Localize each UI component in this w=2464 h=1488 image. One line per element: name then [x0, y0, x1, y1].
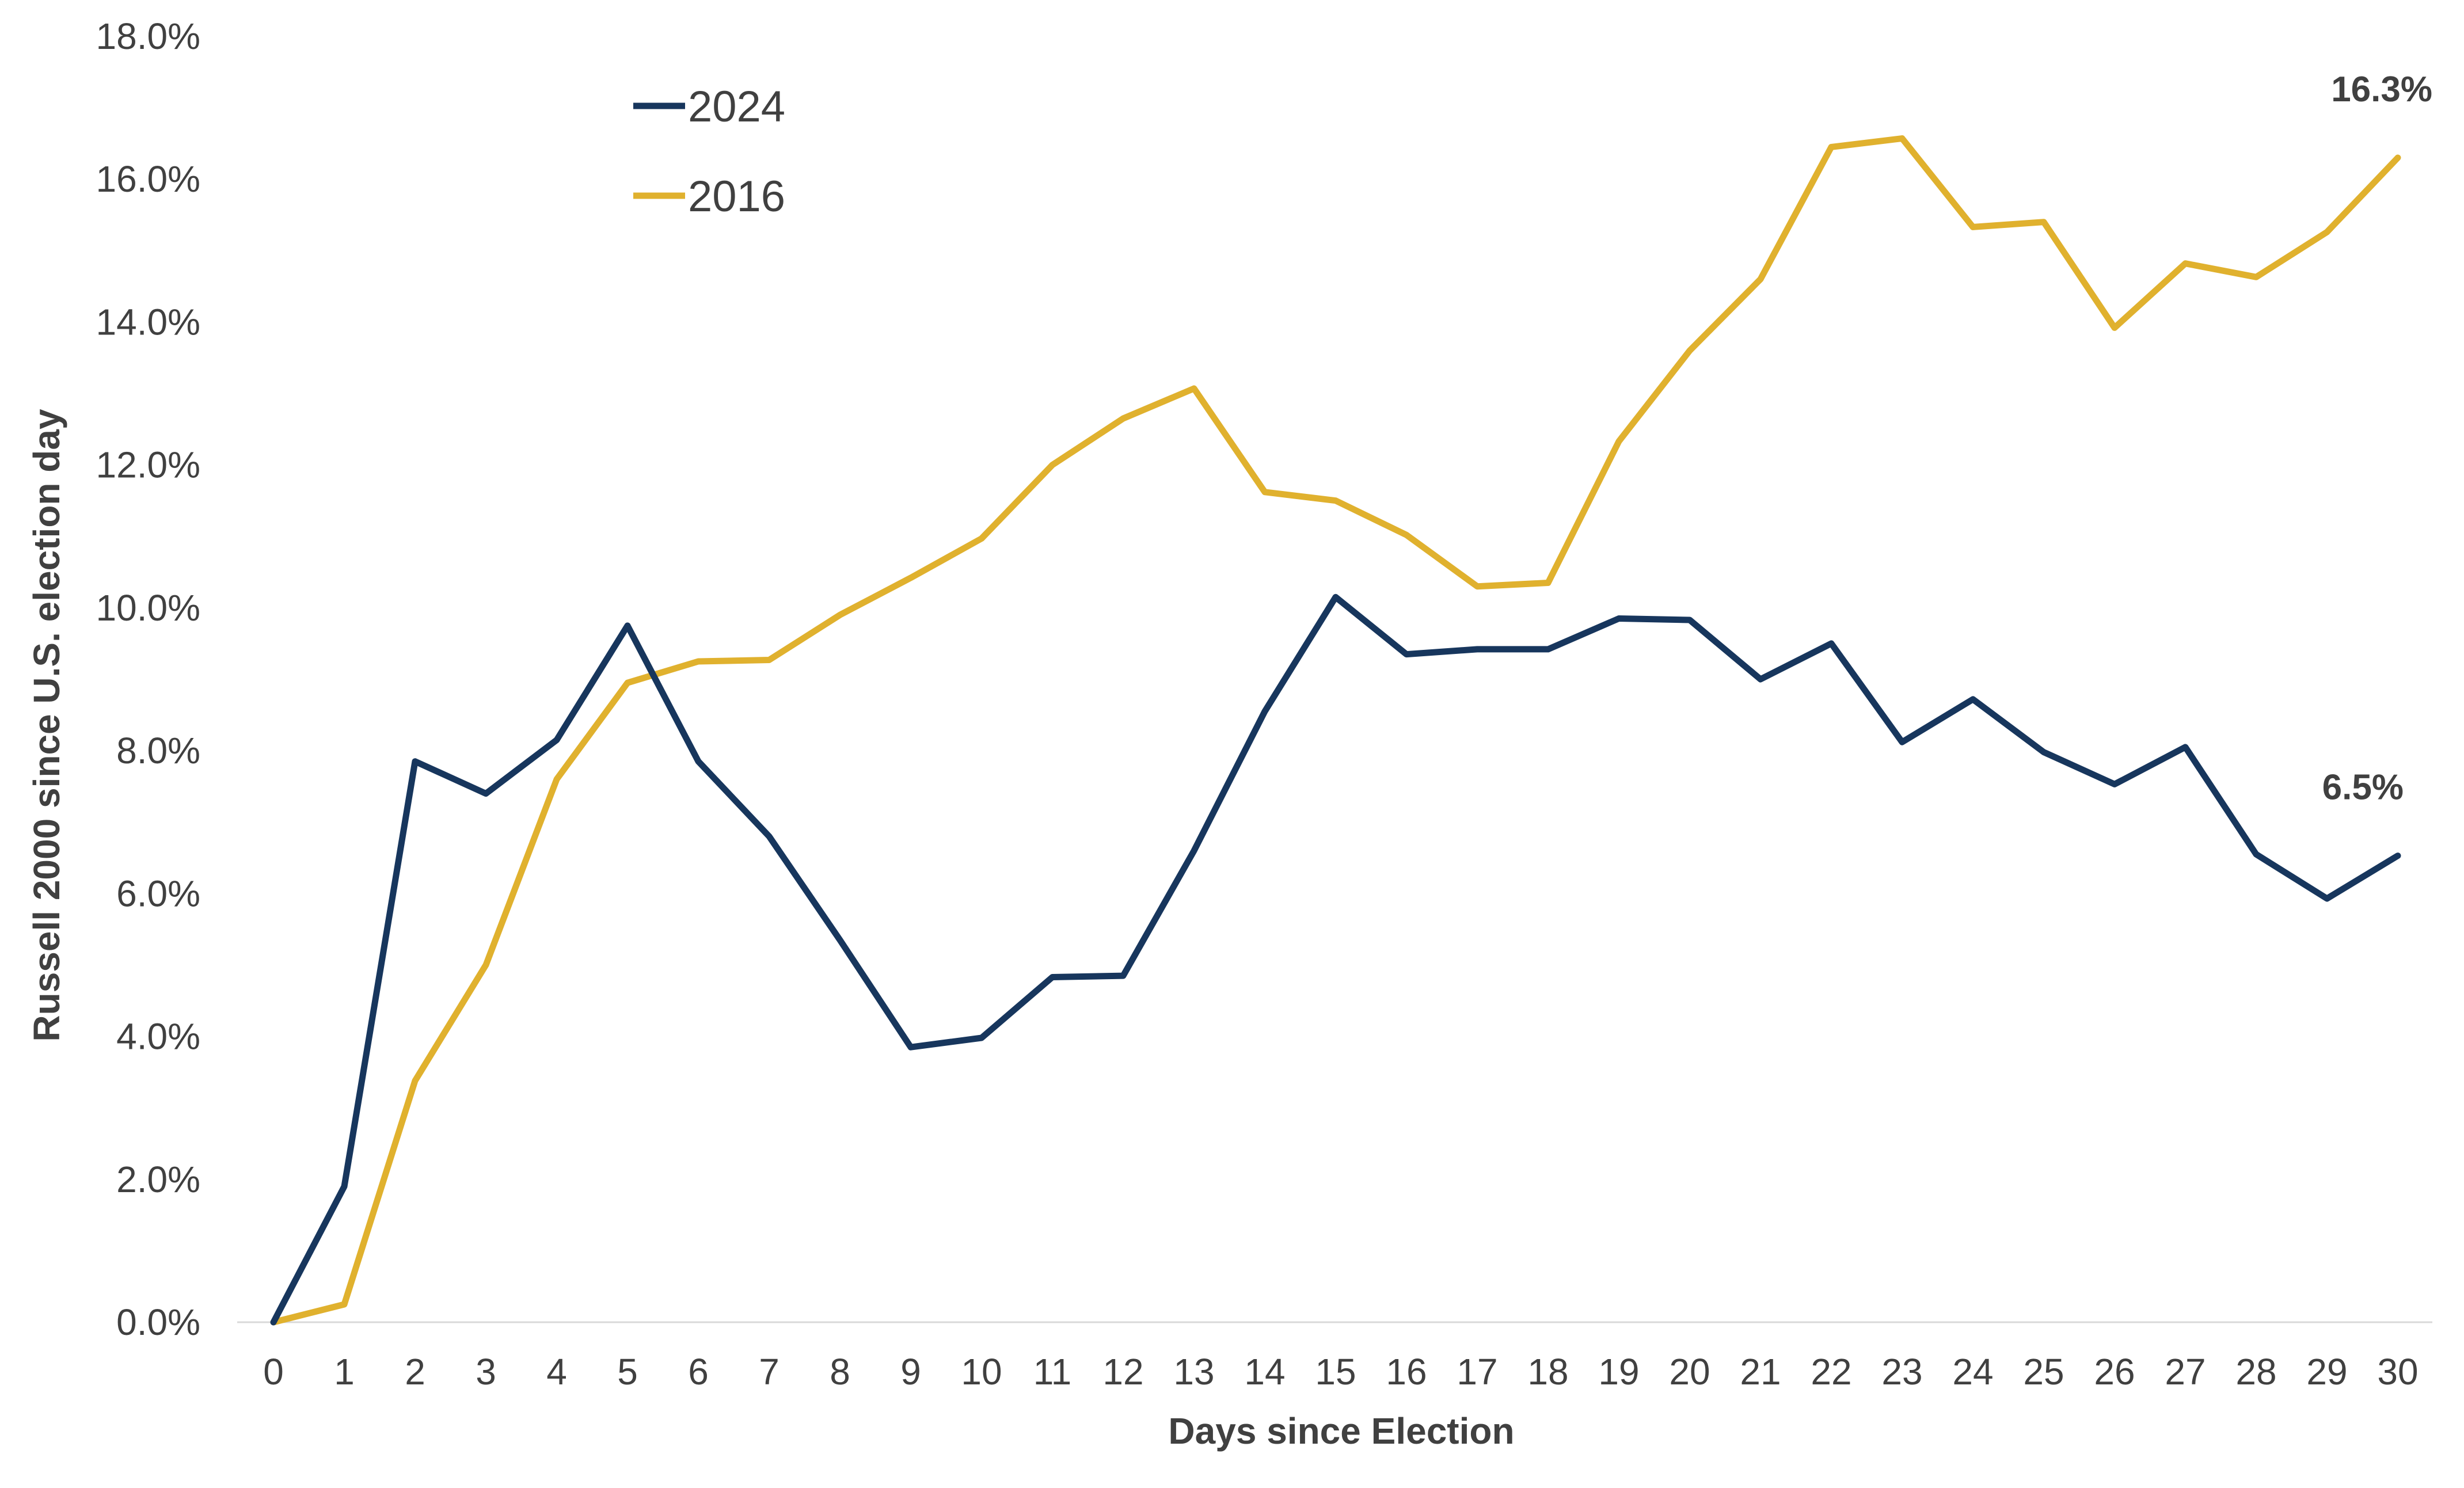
- y-tick-label: 18.0%: [96, 16, 200, 57]
- y-tick-label: 0.0%: [116, 1301, 200, 1343]
- end-label-2016: 16.3%: [2331, 70, 2432, 109]
- x-tick-label: 14: [1244, 1351, 1285, 1392]
- y-tick-label: 8.0%: [116, 730, 200, 771]
- y-tick-label: 4.0%: [116, 1016, 200, 1057]
- x-tick-label: 13: [1173, 1351, 1214, 1392]
- y-tick-label: 10.0%: [96, 587, 200, 629]
- x-tick-label: 20: [1669, 1351, 1710, 1392]
- y-tick-label: 6.0%: [116, 873, 200, 914]
- x-tick-label: 19: [1598, 1351, 1639, 1392]
- x-tick-label: 17: [1457, 1351, 1497, 1392]
- legend-label-2016: 2016: [688, 172, 785, 221]
- x-tick-label: 25: [2023, 1351, 2064, 1392]
- legend-label-2024: 2024: [688, 82, 785, 131]
- x-tick-label: 27: [2165, 1351, 2206, 1392]
- x-tick-label: 21: [1740, 1351, 1781, 1392]
- legend-item-2016: 2016: [633, 172, 785, 221]
- x-tick-label: 24: [1952, 1351, 1993, 1392]
- y-tick-label: 12.0%: [96, 444, 200, 486]
- x-tick-label: 26: [2094, 1351, 2135, 1392]
- x-tick-label: 9: [900, 1351, 921, 1392]
- x-tick-label: 29: [2306, 1351, 2347, 1392]
- x-tick-label: 3: [476, 1351, 496, 1392]
- x-tick-label: 11: [1033, 1351, 1071, 1392]
- y-tick-label: 14.0%: [96, 301, 200, 342]
- x-tick-label: 2: [405, 1351, 425, 1392]
- y-tick-label: 2.0%: [116, 1159, 200, 1200]
- series-lines: [270, 135, 2401, 1326]
- x-tick-label: 6: [688, 1351, 709, 1392]
- x-tick-label: 12: [1102, 1351, 1143, 1392]
- x-tick-label: 28: [2235, 1351, 2276, 1392]
- x-tick-label: 4: [546, 1351, 567, 1392]
- series-line-2016: [270, 135, 2401, 1326]
- end-labels: 6.5% 16.3%: [2322, 70, 2432, 808]
- legend-item-2024: 2024: [633, 82, 785, 131]
- y-axis-ticks: 0.0% 2.0% 4.0% 6.0% 8.0% 10.0% 12.0% 14.0% 16.0%…: [96, 16, 200, 1343]
- x-tick-label: 8: [830, 1351, 850, 1392]
- x-axis-ticks: 0 1 2 3 4 5 6 7 8 9 10 11 12 13 14 15 16 17 18 19 20 21 22 23 24…: [263, 1351, 2418, 1392]
- y-tick-label: 16.0%: [96, 158, 200, 200]
- series-line-2024: [270, 593, 2401, 1326]
- x-tick-label: 10: [961, 1351, 1002, 1392]
- end-label-2024: 6.5%: [2322, 768, 2404, 808]
- x-tick-label: 18: [1527, 1351, 1568, 1392]
- x-tick-label: 1: [334, 1351, 355, 1392]
- x-tick-label: 0: [263, 1351, 284, 1392]
- x-tick-label: 30: [2377, 1351, 2418, 1392]
- y-axis-title: Russell 2000 since U.S. election day: [26, 409, 67, 1042]
- legend: 2024 2016: [633, 82, 785, 221]
- x-tick-label: 15: [1315, 1351, 1356, 1392]
- x-tick-label: 22: [1811, 1351, 1851, 1392]
- x-tick-label: 5: [617, 1351, 638, 1392]
- x-axis-title: Days since Election: [1168, 1410, 1514, 1452]
- x-tick-label: 7: [759, 1351, 779, 1392]
- x-tick-label: 23: [1881, 1351, 1922, 1392]
- x-tick-label: 16: [1386, 1351, 1427, 1392]
